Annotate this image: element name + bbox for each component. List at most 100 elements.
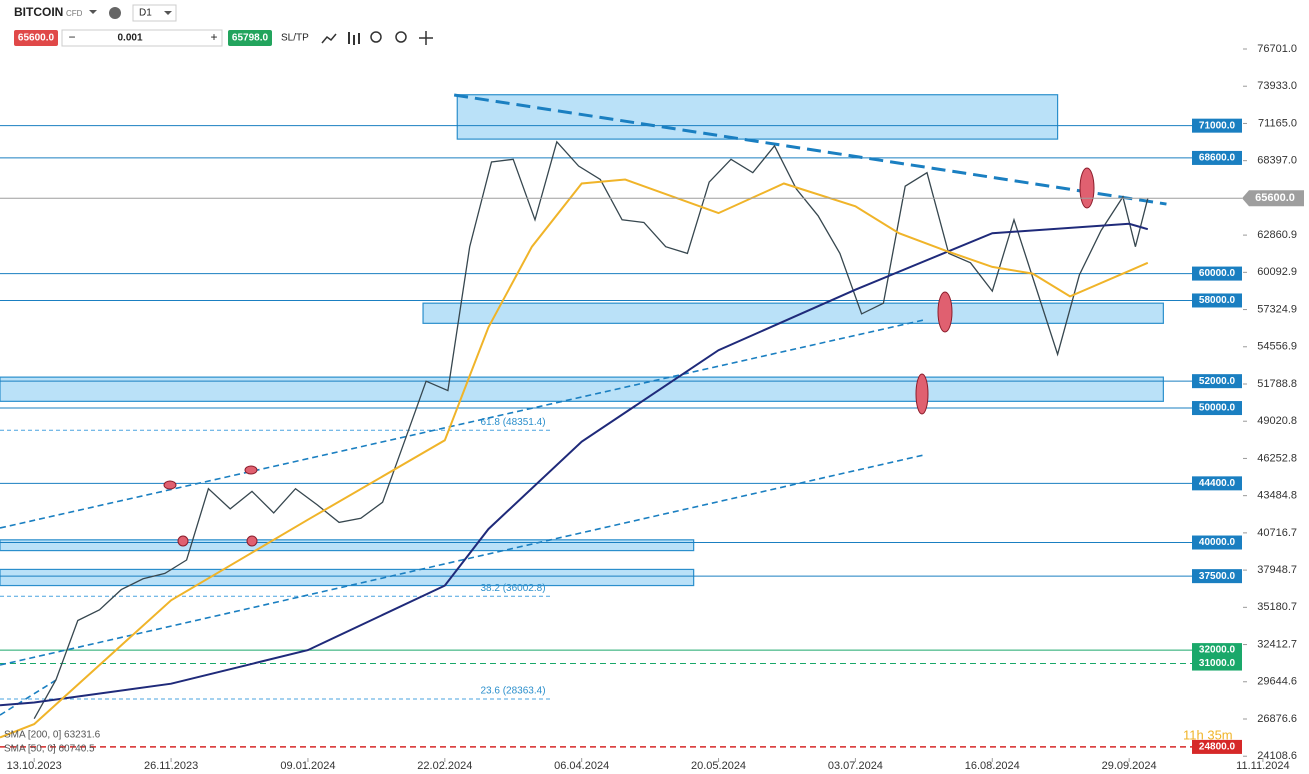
level-box [1192,535,1242,550]
y-tick-label: 60092.9 [1257,266,1297,278]
dropdown[interactable] [89,10,97,14]
y-tick-label: 62860.9 [1257,229,1297,241]
fib-label: 61.8 (48351.4) [480,417,545,428]
level-box [1192,150,1242,165]
series-line [33,140,1149,720]
x-tick-label: 29.09.2024 [1102,760,1157,772]
series-line [0,178,1149,739]
y-tick-label: 32412.7 [1257,638,1297,650]
level-label: 58000.0 [1199,295,1236,306]
level-box [1192,401,1242,416]
current-price-box [1242,190,1304,207]
bid: 65600.0 [18,33,55,44]
highlight [246,535,258,547]
trendline [0,679,57,716]
sltp[interactable]: SL/TP [281,33,309,44]
volume-input[interactable] [61,29,223,47]
trendline [0,454,925,666]
bar-timer: 11h 35m [1183,727,1233,742]
zone [0,568,695,587]
ask: 65798.0 [232,33,269,44]
level-label: 24800.0 [1199,742,1236,753]
x-tick-label: 20.05.2024 [691,760,746,772]
highlight [915,373,929,415]
level-label: 40000.0 [1199,537,1236,548]
highlight [177,535,189,547]
plot: 61.8 (48351.4) 38.2 (36002.8) 23.6 (28363.… [0,43,1304,772]
level-label: 68600.0 [1199,153,1236,164]
level-label: 44400.0 [1199,478,1236,489]
timeframe: D1 [139,8,152,19]
level-box [1192,118,1242,133]
y-tick-label: 71165.0 [1258,117,1297,129]
level-box [1192,476,1242,491]
y-tick-label: 40716.7 [1257,527,1297,539]
zone [422,302,1164,324]
y-tick-label: 29644.6 [1257,676,1297,688]
y-tick-label: 46252.8 [1257,452,1297,464]
minus[interactable]: − [68,30,75,44]
level-box [1192,643,1242,658]
level-label: 37500.0 [1199,571,1236,582]
level-label: 60000.0 [1199,268,1236,279]
highlight [1079,167,1095,209]
zoom-out[interactable] [370,31,382,43]
trendline [453,93,1167,206]
level-box [1192,293,1242,308]
y-tick-label: 37948.7 [1257,564,1297,576]
candle-tool[interactable] [348,32,360,45]
x-tick-label: 26.11.2023 [144,760,198,772]
zone [456,94,1059,140]
y-tick-label: 49020.8 [1257,415,1297,427]
indicator-legend: SMA [50, 0] 60740.5 [4,744,95,755]
y-tick-label: 57324.9 [1257,303,1297,315]
indicator-legend: SMA [200, 0] 63231.6 [4,730,101,741]
x-tick-label: 11.11.2024 [1236,760,1289,772]
level-label: 50000.0 [1199,403,1236,414]
x-tick-label: 09.01.2024 [280,760,335,772]
plus[interactable]: + [210,30,217,44]
trendline [0,319,925,529]
symbol-kind: CFD [66,9,83,18]
level-label: 52000.0 [1199,376,1236,387]
level-box [1192,739,1242,754]
current-price-label: 65600.0 [1255,192,1295,204]
sell-button[interactable] [14,30,58,46]
x-tick-label: 16.08.2024 [965,760,1020,772]
level-box [1192,374,1242,389]
y-tick-label: 73933.0 [1257,80,1297,92]
volume: 0.001 [117,33,142,44]
highlight [937,291,953,333]
timeframe-box[interactable] [132,4,177,22]
highlight [244,465,258,475]
level-box [1192,569,1242,584]
toolbar: BITCOIN CFD D1 65600.0 − 0.001 + 65798.0… [14,4,433,47]
series-line [0,222,1149,707]
x-tick-label: 06.04.2024 [554,760,609,772]
fib-label: 38.2 (36002.8) [480,583,545,594]
level-label: 71000.0 [1199,120,1236,131]
zoom-in[interactable] [395,31,407,43]
level-label: 32000.0 [1199,645,1236,656]
zone [0,539,695,552]
y-tick-label: 51788.8 [1257,378,1297,390]
info-icon[interactable] [109,7,121,19]
level-box [1192,266,1242,281]
level-box [1192,656,1242,671]
move-tool[interactable] [419,31,433,45]
symbol: BITCOIN [14,5,63,19]
fib-label: 23.6 (28363.4) [480,686,545,697]
y-tick-label: 24108.6 [1257,750,1297,762]
y-tick-label: 76701.0 [1257,43,1297,55]
buy-button[interactable] [228,30,272,46]
highlight [163,480,177,490]
y-tick-label: 43484.8 [1257,490,1297,502]
level-label: 31000.0 [1199,658,1236,669]
x-tick-label: 13.10.2023 [7,760,62,772]
dropdown [164,11,172,15]
line-tool[interactable] [321,33,337,44]
y-tick-label: 35180.7 [1257,601,1297,613]
y-tick-label: 68397.0 [1257,155,1297,167]
x-tick-label: 22.02.2024 [417,760,472,772]
